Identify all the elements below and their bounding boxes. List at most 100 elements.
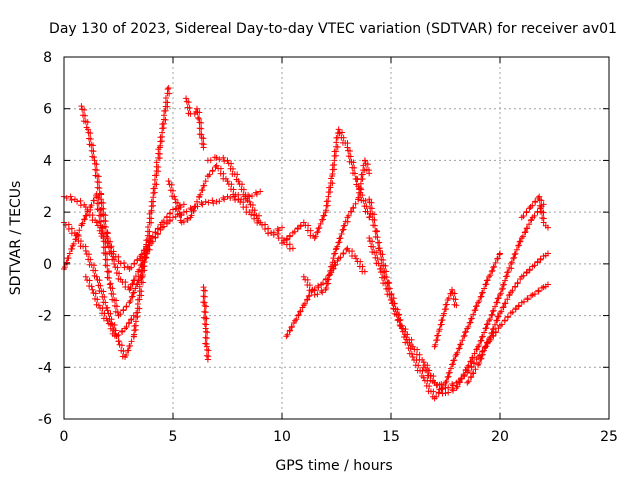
data-point [88, 202, 95, 209]
data-point [200, 144, 207, 151]
data-point [148, 198, 155, 205]
data-point [87, 256, 94, 263]
data-point [275, 227, 282, 234]
data-point [102, 299, 109, 306]
data-point [523, 270, 530, 277]
data-point [117, 311, 124, 318]
data-point [102, 212, 109, 219]
data-point [394, 306, 401, 313]
data-point [442, 390, 449, 397]
data-point [532, 199, 539, 206]
data-point [96, 277, 103, 284]
data-point [204, 356, 211, 363]
data-point [77, 238, 84, 245]
data-point [220, 194, 227, 201]
data-point [257, 188, 264, 195]
data-point [419, 367, 426, 374]
data-point [96, 185, 103, 192]
data-point [139, 263, 146, 270]
data-point [77, 202, 84, 209]
data-point [449, 380, 456, 387]
data-point [287, 327, 294, 334]
data-point [332, 246, 339, 253]
data-point [124, 347, 131, 354]
data-point [104, 256, 111, 263]
data-point [501, 300, 508, 307]
data-point [286, 233, 293, 240]
data-point [169, 187, 176, 194]
data-point [368, 199, 375, 206]
data-point [450, 357, 457, 364]
x-tick-label: 15 [382, 429, 400, 445]
data-point [544, 224, 551, 231]
data-point [351, 252, 358, 259]
data-point [438, 317, 445, 324]
data-point [163, 214, 170, 221]
data-point [524, 225, 531, 232]
data-point [118, 342, 125, 349]
x-tick-label: 10 [273, 429, 291, 445]
data-point [101, 293, 108, 300]
data-point [390, 295, 397, 302]
data-point [193, 198, 200, 205]
data-point [64, 255, 71, 262]
data-point [116, 270, 123, 277]
data-point [502, 300, 509, 307]
data-point [300, 219, 307, 226]
data-point [229, 165, 236, 172]
data-point [137, 272, 144, 279]
data-point [234, 171, 241, 178]
data-point [320, 212, 327, 219]
grid-lines [64, 57, 609, 419]
data-point [180, 201, 187, 208]
data-point [303, 296, 310, 303]
data-point [224, 178, 231, 185]
data-point [476, 341, 483, 348]
y-tick-label: 4 [43, 153, 52, 169]
data-point [307, 227, 314, 234]
data-point [432, 341, 439, 348]
data-point [195, 114, 202, 121]
data-point [467, 358, 474, 365]
data-point [374, 234, 381, 241]
data-point [531, 212, 538, 219]
data-point [454, 383, 461, 390]
data-point [220, 154, 227, 161]
data-point [434, 381, 441, 388]
data-point [148, 215, 155, 222]
data-point [134, 257, 141, 264]
data-point [339, 226, 346, 233]
data-point [482, 343, 489, 350]
data-point [434, 332, 441, 339]
data-point [110, 291, 117, 298]
data-point [398, 325, 405, 332]
data-point [268, 229, 275, 236]
data-point [490, 264, 497, 271]
data-point [520, 233, 527, 240]
data-point [540, 209, 547, 216]
data-point [471, 350, 478, 357]
data-point [477, 356, 484, 363]
data-point [131, 322, 138, 329]
data-point [395, 312, 402, 319]
data-point [351, 164, 358, 171]
data-point [331, 259, 338, 266]
data-point [441, 310, 448, 317]
data-point [381, 274, 388, 281]
data-point [522, 229, 529, 236]
data-point [135, 277, 142, 284]
data-point [67, 193, 74, 200]
data-point [430, 388, 437, 395]
data-point [240, 186, 247, 193]
data-point [82, 273, 89, 280]
data-point [524, 296, 531, 303]
data-point [383, 274, 390, 281]
data-point [331, 148, 338, 155]
data-point [84, 126, 91, 133]
data-point [101, 310, 108, 317]
data-point [160, 218, 167, 225]
data-point [209, 197, 216, 204]
data-point [81, 216, 88, 223]
data-point [347, 208, 354, 215]
data-point [494, 313, 501, 320]
